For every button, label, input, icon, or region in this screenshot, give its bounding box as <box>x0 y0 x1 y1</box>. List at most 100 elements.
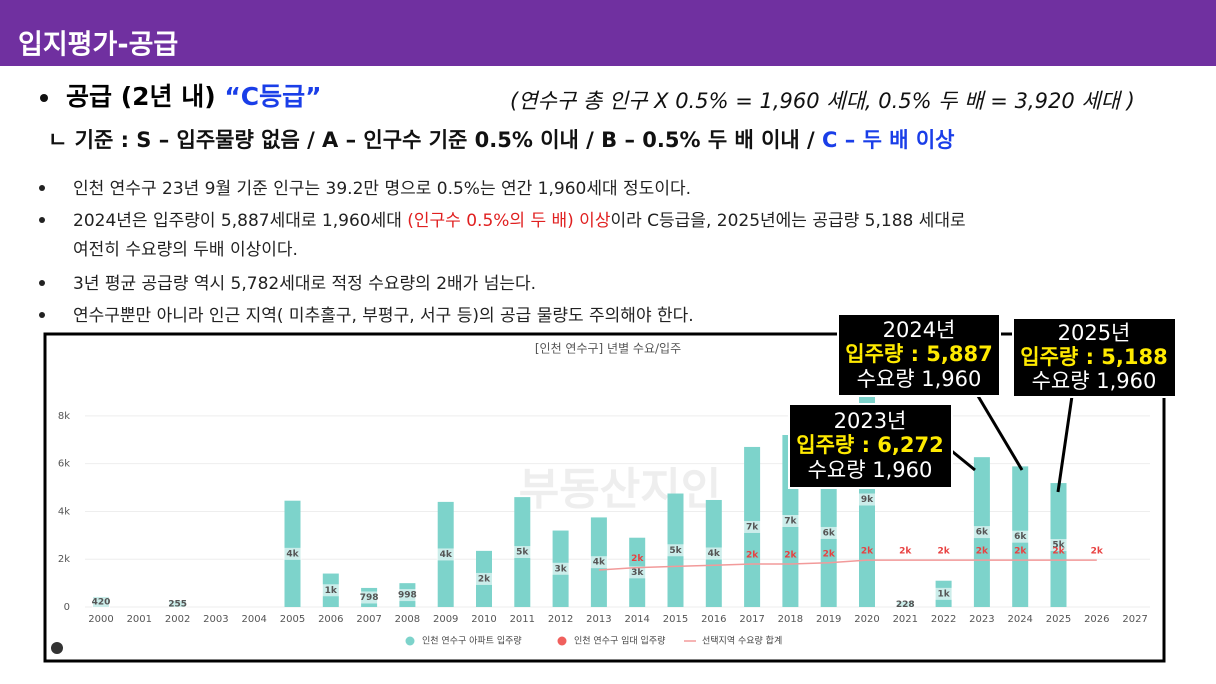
x-tick-label: 2009 <box>433 614 458 625</box>
x-tick-label: 2020 <box>854 614 879 625</box>
data-label: 9k <box>861 495 874 505</box>
data-label: 1k <box>937 589 950 599</box>
data-label: 2k <box>899 547 912 557</box>
callout-demand: 수요량 1,960 <box>808 458 933 482</box>
callout-demand: 수요량 1,960 <box>1032 369 1157 393</box>
bullet-text: 이라 C등급을, 2025년에는 공급량 5,188 세대로 <box>610 211 965 231</box>
legend-label: 인천 연수구 임대 입주량 <box>574 635 665 647</box>
data-label-bg <box>551 562 570 575</box>
data-label-bg <box>704 547 723 560</box>
data-label-bg <box>781 515 800 527</box>
data-label-bg <box>972 526 991 539</box>
legend-swatch <box>405 636 415 646</box>
logo <box>51 642 63 654</box>
x-tick-label: 2013 <box>586 614 611 625</box>
bullet: 2024년은 입주량이 5,887세대로 1,960세대 (인구수 0.5%의 … <box>73 211 966 231</box>
x-tick-label: 2000 <box>88 614 113 625</box>
x-tick-label: 2003 <box>203 614 228 625</box>
bullet-text: 2024년은 입주량이 5,887세대로 1,960세대 <box>73 211 407 231</box>
x-tick-label: 2014 <box>624 614 649 625</box>
data-label-bg <box>92 595 110 608</box>
x-tick-label: 2005 <box>280 614 305 625</box>
y-tick-label: 8k <box>58 411 70 422</box>
data-label: 6k <box>1014 532 1027 542</box>
x-tick-label: 2016 <box>701 614 726 625</box>
callout-box <box>788 403 953 489</box>
bullet-dot <box>39 217 45 223</box>
data-label-bg <box>475 572 493 585</box>
x-tick-label: 2026 <box>1084 614 1109 625</box>
data-label: 2k <box>1014 547 1027 557</box>
data-label: 2k <box>1052 547 1065 557</box>
data-label: 4k <box>286 549 299 559</box>
connector <box>1056 395 1074 493</box>
formula: (연수구 총 인구 X 0.5% = 1,960 세대, 0.5% 두 배 = … <box>510 89 1135 113</box>
heading-grade: “C등급” <box>224 82 321 111</box>
callout: 2023년 입주량 : 6,272 수요량 1,960 <box>788 403 953 489</box>
data-label: 7k <box>746 522 759 532</box>
x-tick-label: 2027 <box>1122 614 1147 625</box>
x-tick-label: 2015 <box>663 614 688 625</box>
criteria: ㄴ 기준 : S – 입주물량 없음 / A – 인구수 기준 0.5% 이내 … <box>48 128 954 152</box>
bullet-dot <box>39 280 45 286</box>
data-label: 7k <box>784 517 797 527</box>
data-label: 4k <box>708 549 721 559</box>
heading-text: 공급 (2년 내) <box>66 82 224 111</box>
data-label: 4k <box>593 558 606 568</box>
callout: 2025년 입주량 : 5,188 수요량 1,960 <box>1012 317 1177 398</box>
legend-swatch <box>557 636 567 646</box>
callout-title: 2024년 <box>883 318 956 342</box>
data-label: 228 <box>896 600 915 610</box>
callout-box <box>837 313 1001 397</box>
callout: 2024년 입주량 : 5,887 수요량 1,960 <box>837 313 1001 397</box>
data-label: 5k <box>1052 541 1065 551</box>
data-label: 998 <box>398 591 417 601</box>
data-label: 3k <box>631 568 644 578</box>
data-label: 255 <box>168 599 187 609</box>
x-tick-label: 2008 <box>395 614 420 625</box>
header-title: 입지평가-공급 <box>18 30 178 61</box>
data-label-bg <box>628 566 647 579</box>
x-tick-label: 2022 <box>931 614 956 625</box>
data-label: 2k <box>1091 547 1104 557</box>
y-tick-label: 0 <box>64 602 70 613</box>
x-tick-label: 2023 <box>969 614 994 625</box>
callout-box <box>1012 317 1177 398</box>
x-tick-label: 2024 <box>1007 614 1032 625</box>
heading: 공급 (2년 내) “C등급” <box>66 82 322 111</box>
data-label: 2k <box>631 554 644 564</box>
bullet-highlight: (인구수 0.5%의 두 배) 이상 <box>407 211 611 231</box>
header-bar <box>0 0 1216 66</box>
x-tick-label: 2004 <box>241 614 266 625</box>
data-label: 1k <box>325 586 338 596</box>
data-label: 798 <box>360 593 379 603</box>
y-tick-label: 4k <box>58 506 70 517</box>
bullet-continued: 여전히 수요량의 두배 이상이다. <box>73 240 298 260</box>
data-label: 6k <box>823 528 836 538</box>
data-label: 2k <box>861 547 874 557</box>
data-label-bg <box>168 597 187 610</box>
data-label: 2k <box>976 547 989 557</box>
data-label: 2k <box>784 551 797 561</box>
data-label-bg <box>896 598 915 611</box>
data-label: 3k <box>554 564 567 574</box>
data-label: 5k <box>516 548 529 558</box>
x-tick-label: 2025 <box>1046 614 1071 625</box>
x-tick-label: 2019 <box>816 614 841 625</box>
x-tick-label: 2021 <box>893 614 918 625</box>
x-tick-label: 2006 <box>318 614 343 625</box>
x-tick-label: 2001 <box>127 614 152 625</box>
x-tick-label: 2018 <box>778 614 803 625</box>
x-tick-label: 2011 <box>510 614 535 625</box>
callout-title: 2025년 <box>1058 321 1131 345</box>
data-label: 6k <box>976 528 989 538</box>
data-label-bg <box>436 548 455 561</box>
data-label-bg <box>1049 539 1068 552</box>
legend-label: 선택지역 수요량 합계 <box>702 635 782 647</box>
data-label: 2k <box>937 547 950 557</box>
y-tick-label: 6k <box>58 459 70 470</box>
data-label-bg <box>513 546 532 559</box>
data-label-bg <box>283 547 302 560</box>
x-tick-label: 2007 <box>356 614 381 625</box>
data-label-bg <box>1011 530 1030 543</box>
